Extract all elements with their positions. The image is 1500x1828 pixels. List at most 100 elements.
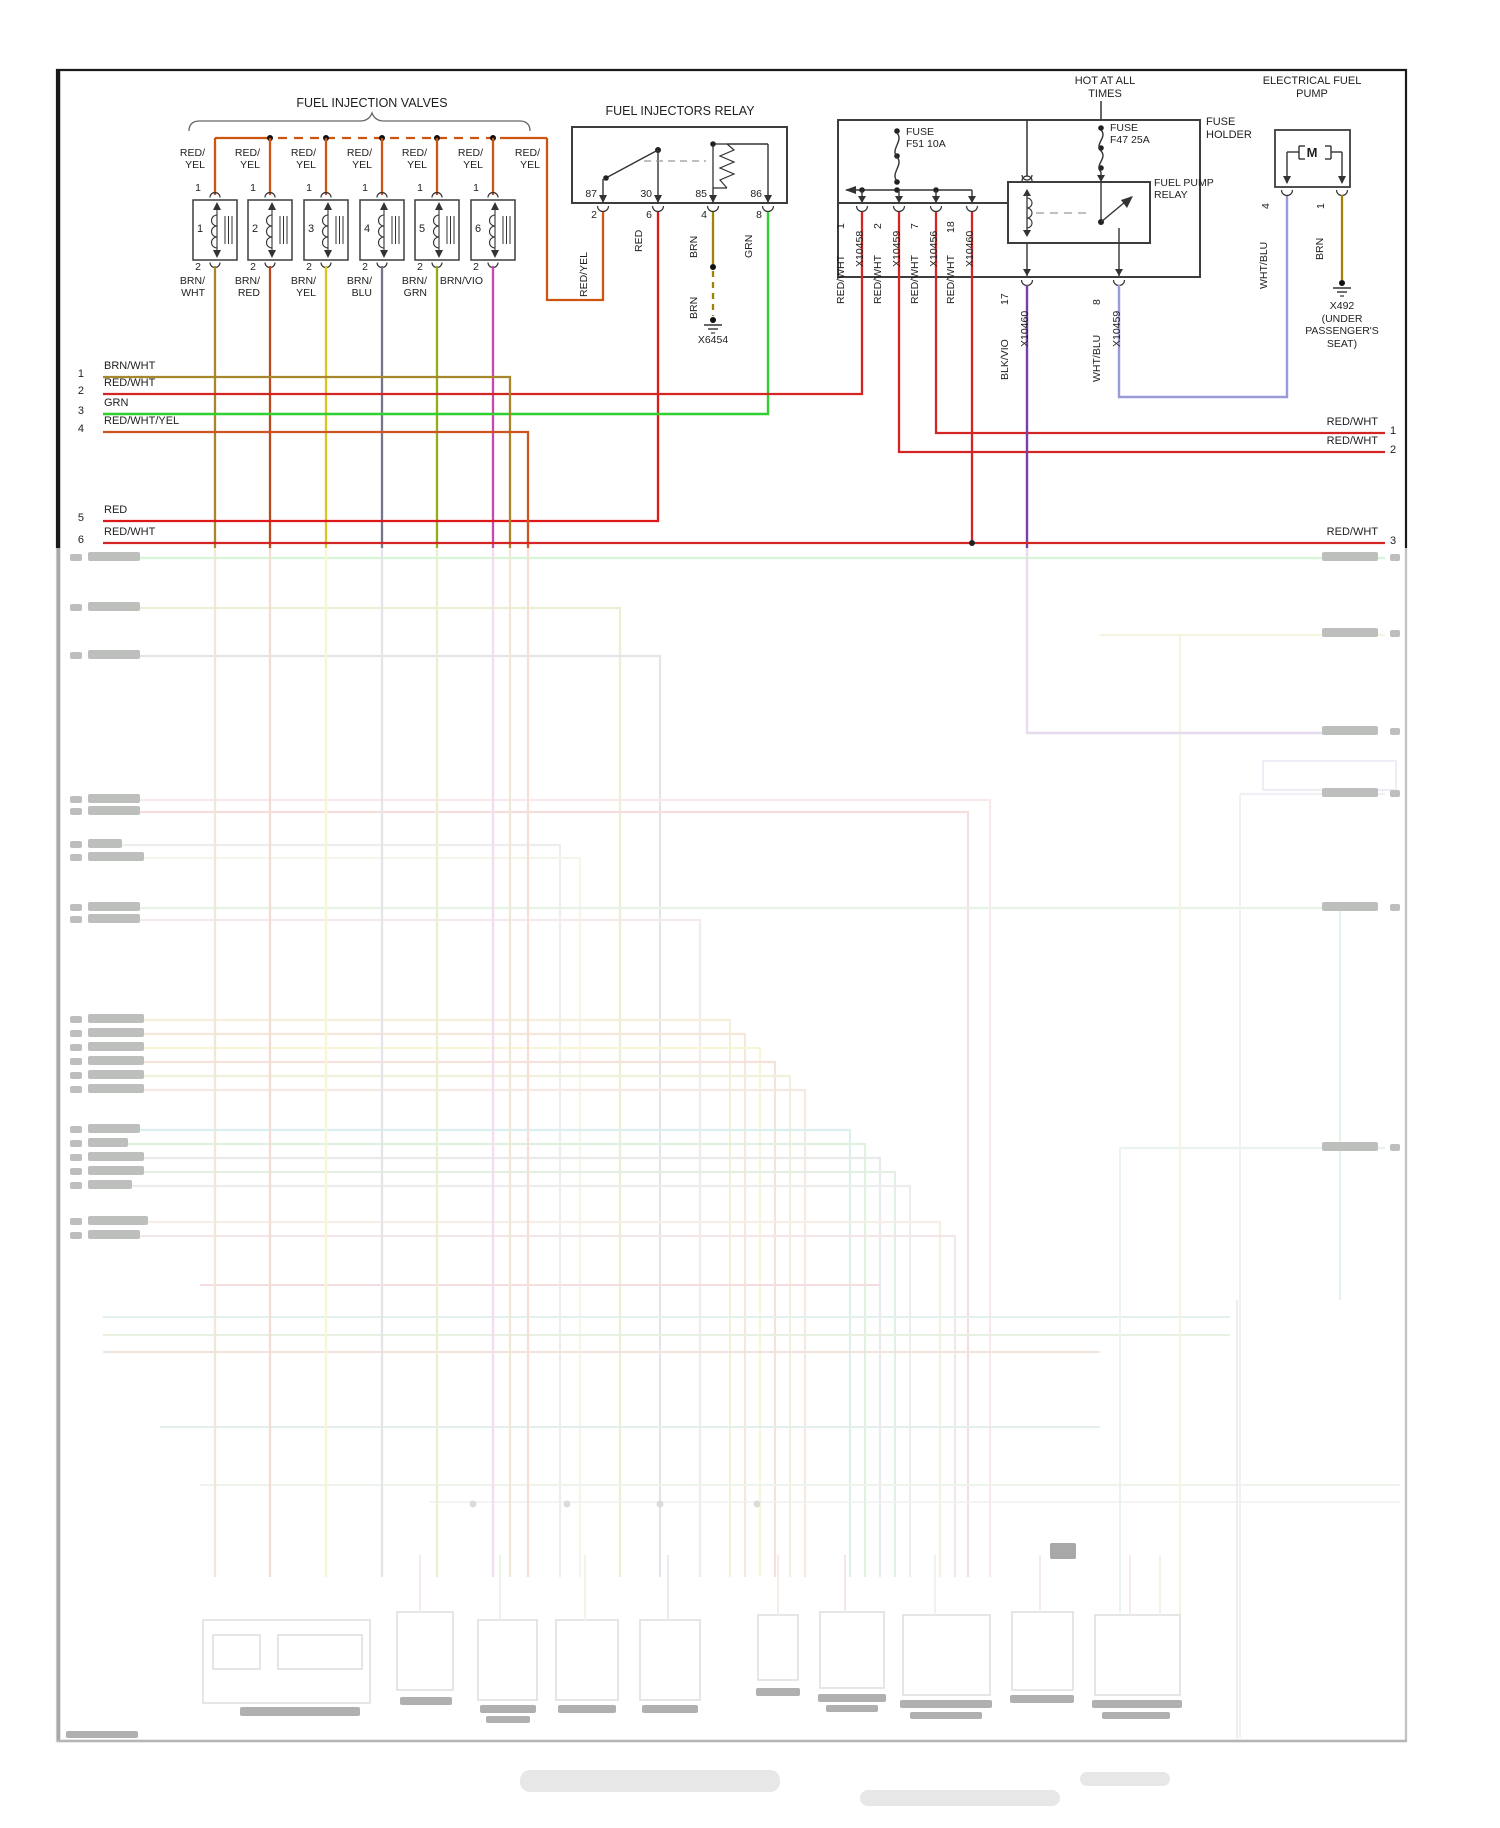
injector-1-pin-bottom: 2 [195,261,201,273]
left-row-1-label: BRN/WHT [104,360,156,372]
fuel-injectors-relay-title: FUEL INJECTORS RELAY [605,104,755,118]
injector-2-number: 2 [252,223,259,235]
wire-brn-label: BRN [688,235,700,258]
wire-wht-blu-label: WHT/BLU [1091,334,1103,382]
wire-red-label: RED [633,229,645,252]
injector-6-pin-bottom: 2 [473,261,479,273]
relay-pin-30: 30 [640,188,652,200]
injector-2-top-wire-label: RED/​YEL [234,147,260,172]
left-row-4-number: 4 [77,423,84,435]
ground-x492-label: X492 [1329,300,1355,312]
right-row-3-number: 3 [1390,535,1397,547]
fuel-injectors-relay-group [103,126,788,523]
left-row-5-label: RED [104,504,128,516]
relay-pin-86: 86 [750,188,762,200]
injector-6-number: 6 [475,223,482,235]
injector-2-pin-top: 1 [250,182,256,194]
fuel-pump-relay-label: FUEL PUMP RELAY [1154,177,1214,202]
injector-3-pin-bottom: 2 [306,261,312,273]
relay-feed-wire-label: RED/​YEL [514,147,540,172]
right-row-3-label: RED/WHT [1326,526,1378,538]
fuse-holder-group [103,101,1385,735]
faded-connector-boxes [202,1611,1181,1704]
pump-relay-pin-17: 17 [999,293,1011,305]
relay-pin-87: 87 [585,188,597,200]
injector-4-pin-top: 1 [362,182,368,194]
electrical-fuel-pump-title: ELECTRICAL FUEL PUMP [1262,75,1362,100]
right-row-2-number: 2 [1390,444,1397,456]
pump-wire-wht-blu-label: WHT/BLU [1258,241,1270,289]
wire-grn-label: GRN [743,234,755,258]
pump-motor-symbol: M [1306,145,1318,160]
left-row-5-number: 5 [77,512,84,524]
injector-6-pin-top: 1 [473,182,479,194]
right-row-1-label: RED/WHT [1326,416,1378,428]
injector-2-bottom-wire-label: BRN/​RED [234,275,260,300]
injector-1-number: 1 [197,223,204,235]
fuel-injection-valves-title: FUEL INJECTION VALVES [296,96,448,110]
injector-2-pin-bottom: 2 [250,261,256,273]
injector-4-bottom-wire-label: BRN/​BLU [346,275,372,300]
group-brace [188,111,531,132]
relay-wire-6: 6 [646,209,652,221]
injector-5-pin-bottom: 2 [417,261,423,273]
hot-at-all-times-label: HOT AT ALL TIMES [1074,75,1136,100]
fuse-out-pin-1: 1 [835,223,847,229]
injector-5-pin-top: 1 [417,182,423,194]
electrical-fuel-pump-group [1274,129,1351,297]
injector-1-top-wire-label: RED/​YEL [179,147,205,172]
fuse-out-color-2: RED/WHT [872,255,884,304]
injector-4-number: 4 [364,223,371,235]
pump-wire-brn-label: BRN [1314,237,1326,260]
pump-relay-conn-x10459: X10459 [1111,310,1123,347]
ground-x492-note: (UNDER PASSENGER'S SEAT) [1305,313,1379,350]
injector-6-top-wire-label: RED/​YEL [457,147,483,172]
left-row-6-number: 6 [77,534,84,546]
fuse-out-color-18: RED/WHT [945,255,957,304]
right-row-1-number: 1 [1390,425,1397,437]
injector-5-number: 5 [419,223,426,235]
fuse-f47-label: FUSE F47 25A [1110,122,1150,147]
injector-1-pin-top: 1 [195,182,201,194]
fuse-out-conn-x10459: X10459 [891,230,903,267]
relay-wire-8: 8 [756,209,762,221]
ground-x6454-label: X6454 [697,334,729,346]
injector-5-bottom-wire-label: BRN/​GRN [401,275,427,300]
left-row-4-label: RED/WHT/YEL [104,415,180,427]
left-row-3-label: GRN [104,397,129,409]
injector-3-number: 3 [308,223,315,235]
injector-6-bottom-wire-label: BRN/​VIO [439,275,483,287]
injector-4-top-wire-label: RED/​YEL [346,147,372,172]
fuse-out-pin-2: 2 [872,223,884,229]
fuse-out-color-7: RED/WHT [909,255,921,304]
pump-pin-1: 1 [1315,203,1327,209]
pump-relay-conn-x10460: X10460 [1019,310,1031,347]
relay-pin-85: 85 [695,188,707,200]
right-row-2-label: RED/WHT [1326,435,1378,447]
wire-red-yel-label: RED/YEL [578,252,590,297]
relay-wire-4: 4 [701,209,707,221]
injector-3-pin-top: 1 [306,182,312,194]
left-row-3-number: 3 [77,405,84,417]
injector-4-pin-bottom: 2 [362,261,368,273]
left-row-1-number: 1 [77,368,84,380]
relay-wire-2: 2 [591,209,597,221]
left-row-2-label: RED/WHT [104,377,156,389]
wire-blk-vio-label: BLK/VIO [999,339,1011,380]
wire-brn-dashed-label: BRN [688,296,700,319]
fuse-out-pin-7: 7 [909,223,921,229]
fuse-holder-label: FUSE HOLDER [1206,116,1252,141]
left-row-2-number: 2 [77,385,84,397]
fuse-out-conn-x10460: X10460 [964,230,976,267]
faded-lower-section [103,556,1400,1738]
left-row-6-label: RED/WHT [104,526,156,538]
fuse-out-color-1: RED/WHT [835,255,847,304]
injector-5-top-wire-label: RED/​YEL [401,147,427,172]
fuse-f51-label: FUSE F51 10A [906,126,946,151]
fuse-out-conn-x10456: X10456 [928,230,940,267]
injector-1-bottom-wire-label: BRN/​WHT [179,275,205,300]
fuse-out-pin-18: 18 [945,221,957,233]
pump-relay-pin-8: 8 [1091,299,1103,305]
diagram-frame [55,68,1408,1743]
fuse-out-conn-x10458: X10458 [854,230,866,267]
